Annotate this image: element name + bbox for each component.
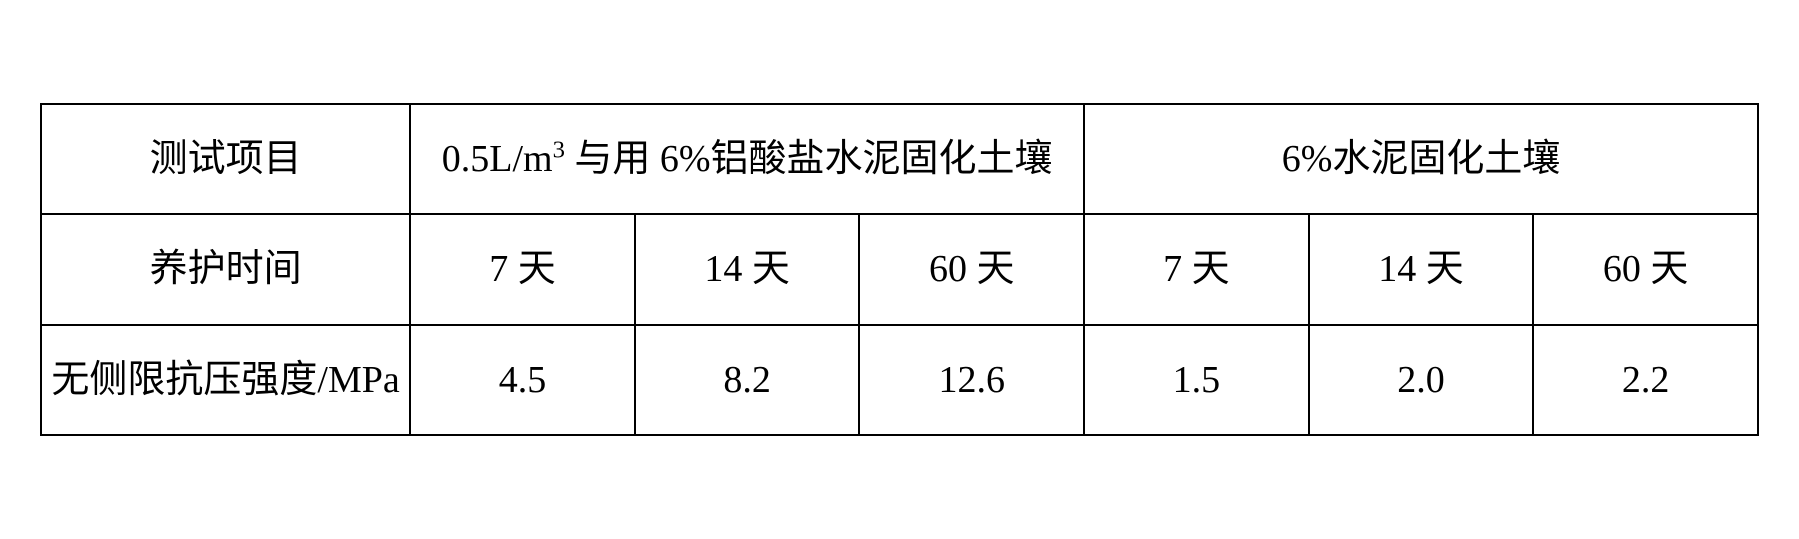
cell: 12.6 (859, 325, 1084, 435)
cell: 2.2 (1533, 325, 1758, 435)
cell: 14 天 (635, 214, 860, 324)
cell: 1.5 (1084, 325, 1309, 435)
table-row: 测试项目 0.5L/m3 与用 6%铝酸盐水泥固化土壤 6%水泥固化土壤 (41, 104, 1758, 214)
cell: 7 天 (410, 214, 635, 324)
cell: 14 天 (1309, 214, 1534, 324)
header-group-a: 0.5L/m3 与用 6%铝酸盐水泥固化土壤 (410, 104, 1084, 214)
header-group-a-suffix: 与用 6%铝酸盐水泥固化土壤 (565, 138, 1053, 180)
header-label: 测试项目 (41, 104, 410, 214)
table-row: 无侧限抗压强度/MPa 4.5 8.2 12.6 1.5 2.0 2.2 (41, 325, 1758, 435)
table-row: 养护时间 7 天 14 天 60 天 7 天 14 天 60 天 (41, 214, 1758, 324)
cell: 2.0 (1309, 325, 1534, 435)
table-container: 测试项目 0.5L/m3 与用 6%铝酸盐水泥固化土壤 6%水泥固化土壤 养护时… (0, 0, 1799, 539)
cell: 4.5 (410, 325, 635, 435)
header-group-a-sup: 3 (553, 137, 565, 164)
cell: 60 天 (1533, 214, 1758, 324)
cell: 60 天 (859, 214, 1084, 324)
cell: 8.2 (635, 325, 860, 435)
data-table: 测试项目 0.5L/m3 与用 6%铝酸盐水泥固化土壤 6%水泥固化土壤 养护时… (40, 103, 1759, 436)
row-label: 无侧限抗压强度/MPa (41, 325, 410, 435)
header-group-b: 6%水泥固化土壤 (1084, 104, 1758, 214)
row-label: 养护时间 (41, 214, 410, 324)
cell: 7 天 (1084, 214, 1309, 324)
header-group-a-prefix: 0.5L/m (442, 138, 553, 180)
